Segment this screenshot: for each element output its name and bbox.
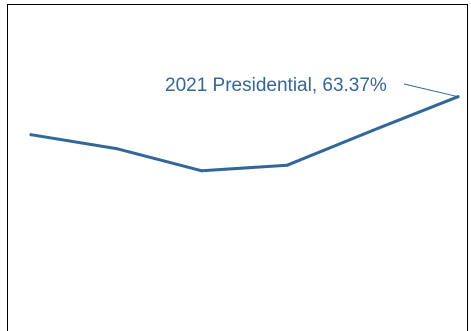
series-layer (29, 95, 460, 173)
data-point-4 (371, 129, 375, 132)
annotation-layer: 2021 Presidential, 63.37% (165, 75, 459, 98)
annotation-leader-line (403, 83, 459, 98)
data-point-1 (114, 147, 118, 151)
series-line (29, 95, 460, 173)
data-label: 2021 Presidential, 63.37% (165, 75, 387, 96)
data-point-2 (200, 169, 204, 173)
data-point-0 (29, 133, 33, 137)
data-point-3 (285, 163, 289, 167)
